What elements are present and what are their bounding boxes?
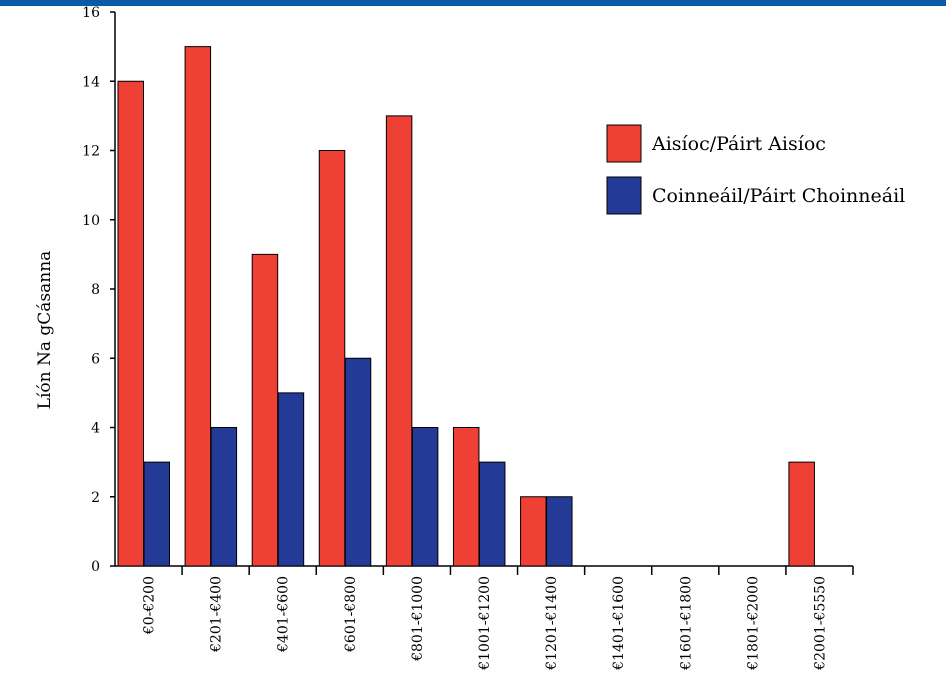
y-tick-label: 16 (82, 5, 100, 21)
bar-aisioc-0 (117, 80, 144, 567)
x-tick-label: €1401-€1600 (611, 576, 627, 671)
x-tick-label: €601-€800 (343, 576, 359, 653)
legend-swatch (606, 176, 642, 215)
legend-label: Coinneáil/Páirt Choinneáil (652, 185, 905, 207)
legend: Aisíoc/Páirt Aisíoc Coinneáil/Páirt Choin… (606, 124, 905, 215)
x-tick-label: €801-€1000 (410, 576, 426, 662)
bar-aisioc-6 (520, 496, 547, 567)
x-tick-label: €1001-€1200 (477, 576, 493, 671)
bar-coinneail-4 (411, 427, 439, 567)
y-tick-label: 10 (82, 213, 100, 229)
legend-label: Aisíoc/Páirt Aisíoc (651, 133, 826, 155)
bar-coinneail-3 (344, 357, 372, 567)
x-tick-label: €1201-€1400 (544, 576, 560, 671)
x-tick-label: €0-€200 (142, 576, 158, 635)
x-tick-label: €1801-€2000 (745, 576, 761, 671)
x-tick-label: €401-€600 (276, 576, 292, 653)
x-tick-label: €201-€400 (209, 576, 225, 653)
x-tick-label: €1601-€1800 (678, 576, 694, 671)
bar-coinneail-5 (478, 461, 506, 567)
bar-coinneail-2 (277, 392, 305, 567)
bar-coinneail-0 (143, 461, 170, 567)
top-accent-bar (0, 0, 946, 6)
bar-aisioc-2 (251, 253, 279, 567)
y-tick-label: 8 (91, 282, 100, 298)
bar-aisioc-4 (385, 115, 413, 567)
y-axis: 0 2 4 6 8 10 12 14 16 (82, 5, 116, 575)
y-axis-label: Líón Na gCásanna (35, 251, 55, 410)
bar-coinneail-6 (546, 496, 573, 567)
y-tick-label: 12 (82, 144, 100, 160)
y-tick-label: 2 (91, 490, 100, 506)
legend-swatch (606, 124, 642, 163)
bar-coinneail-1 (210, 427, 238, 567)
y-tick-label: 0 (91, 559, 100, 575)
bar-aisioc-5 (452, 427, 480, 567)
x-axis: €0-€200 €201-€400 €401-€600 €601-€800 €801-€… (115, 565, 854, 671)
y-tick-label: 4 (91, 421, 100, 437)
bar-aisioc-3 (318, 150, 346, 567)
bars (117, 46, 815, 567)
x-tick-label: €2001-€5550 (812, 576, 828, 671)
y-tick-label: 14 (82, 74, 100, 90)
y-tick-label: 6 (91, 351, 100, 367)
bar-aisioc-1 (184, 46, 212, 567)
bar-aisioc-10 (788, 461, 815, 567)
